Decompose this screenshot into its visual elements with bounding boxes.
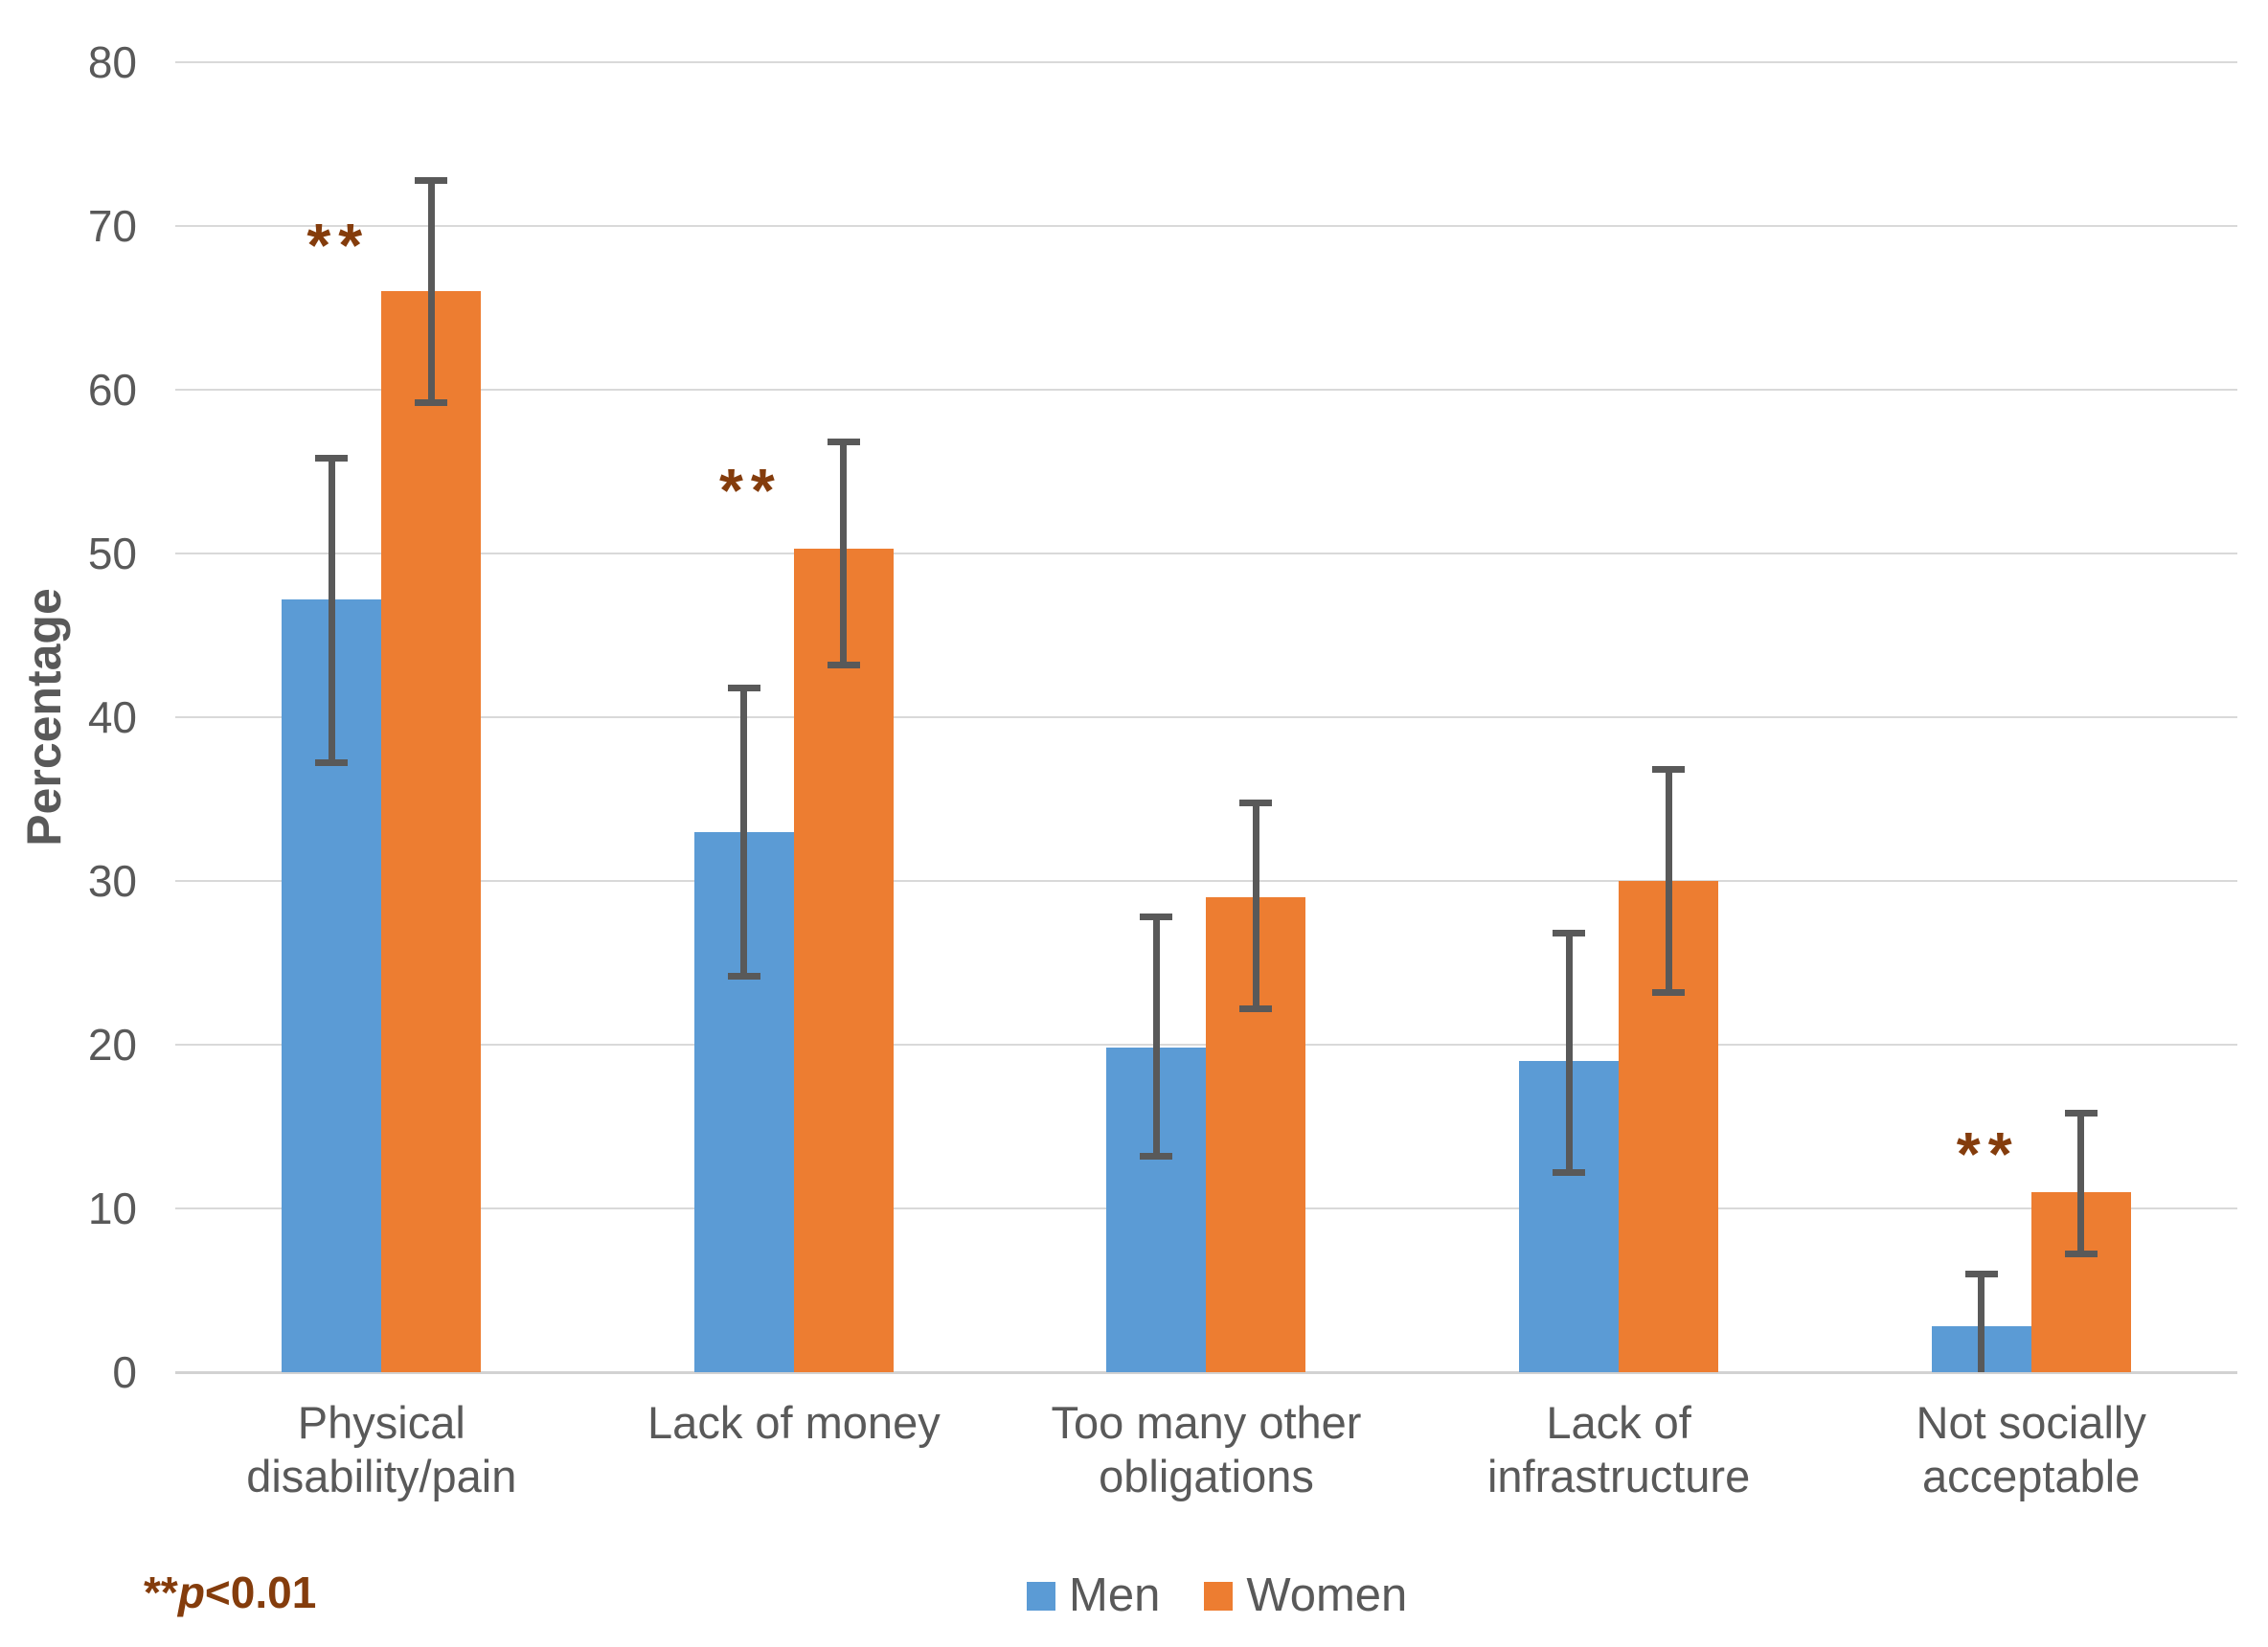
error-bar-line — [1978, 1270, 1985, 1372]
y-tick-label-60: 60 — [87, 365, 137, 415]
gridline-70 — [175, 225, 2237, 227]
category-label-line: Lack of money — [647, 1397, 941, 1448]
gridline-80 — [175, 61, 2237, 63]
y-tick-label-0: 0 — [112, 1347, 137, 1397]
error-bar-cap-top — [315, 455, 349, 463]
error-bar-line — [1665, 766, 1672, 996]
error-bar-women-2 — [827, 439, 860, 668]
error-bar-cap-top — [727, 684, 760, 691]
y-tick-label-80: 80 — [87, 37, 137, 87]
legend-label-women: Women — [1246, 1569, 1408, 1621]
significance-marker-2: ** — [718, 456, 782, 526]
legend-label-men: Men — [1069, 1569, 1161, 1621]
error-bar-women-1 — [415, 176, 448, 407]
error-bar-cap-top — [1140, 914, 1173, 921]
error-bar-men-5 — [1964, 1270, 1998, 1372]
error-bar-men-1 — [315, 455, 349, 767]
y-tick-label-70: 70 — [87, 201, 137, 251]
error-bar-line — [427, 176, 435, 407]
error-bar-cap-top — [1652, 766, 1686, 774]
error-bar-cap-bottom — [727, 972, 760, 980]
y-tick-label-50: 50 — [87, 529, 137, 578]
y-tick-label-30: 30 — [87, 856, 137, 906]
footnote-threshold: <0.01 — [204, 1568, 317, 1617]
significance-marker-5: ** — [1956, 1118, 2020, 1188]
legend-item-women: Women — [1204, 1572, 1407, 1619]
y-tick-label-40: 40 — [87, 692, 137, 742]
error-bar-cap-bottom — [2064, 1251, 2098, 1258]
error-bar-women-4 — [1652, 766, 1686, 996]
error-bar-cap-top — [827, 439, 860, 446]
category-label-line: infrastructure — [1486, 1451, 1751, 1502]
error-bar-line — [840, 439, 848, 668]
gridline-40 — [175, 716, 2237, 718]
error-bar-cap-bottom — [415, 399, 448, 407]
bar-women-1 — [381, 291, 482, 1372]
category-label-line: Not socially — [1916, 1397, 2146, 1448]
error-bar-line — [1565, 930, 1573, 1176]
error-bar-cap-top — [1239, 799, 1273, 806]
error-bar-line — [2077, 1110, 2085, 1258]
category-label-line: Physical — [297, 1397, 465, 1448]
y-tick-label-20: 20 — [87, 1020, 137, 1070]
category-label-line: obligations — [1099, 1451, 1314, 1502]
category-label-line: Too many other — [1051, 1397, 1362, 1448]
gridline-50 — [175, 553, 2237, 554]
category-label-5: Not socially acceptable — [1825, 1396, 2237, 1504]
gridline-60 — [175, 389, 2237, 391]
footnote-p-variable: p — [177, 1568, 205, 1617]
x-axis-category-labels: Physical disability/pain Lack of money Too … — [175, 1396, 2237, 1549]
error-bar-cap-top — [2064, 1110, 2098, 1117]
legend-item-men: Men — [1027, 1572, 1160, 1619]
category-label-2: Lack of money — [588, 1396, 1001, 1450]
significance-marker-1: ** — [306, 210, 371, 280]
error-bar-men-3 — [1140, 914, 1173, 1160]
y-tick-label-10: 10 — [87, 1184, 137, 1233]
category-label-3: Too many other obligations — [1000, 1396, 1413, 1504]
category-label-4: Lack of infrastructure — [1413, 1396, 1826, 1504]
category-label-line: Lack of — [1546, 1397, 1691, 1448]
bar-women-2 — [793, 548, 894, 1372]
error-bar-cap-bottom — [1140, 1152, 1173, 1160]
men-color-swatch — [1027, 1581, 1055, 1611]
error-bar-line — [740, 684, 748, 980]
error-bar-women-3 — [1239, 799, 1273, 1012]
error-bar-line — [328, 455, 335, 767]
gridline-30 — [175, 880, 2237, 882]
category-label-line: disability/pain — [246, 1451, 517, 1502]
error-bar-line — [1152, 914, 1160, 1160]
category-label-1: Physical disability/pain — [175, 1396, 588, 1504]
bar-group-2: ** — [588, 62, 1001, 1372]
error-bar-line — [1252, 799, 1259, 1012]
error-bar-cap-top — [1553, 930, 1586, 937]
error-bar-cap-top — [1964, 1270, 1998, 1277]
error-bar-cap-bottom — [1553, 1168, 1586, 1176]
bar-group-5: ** — [1825, 62, 2237, 1372]
error-bar-cap-bottom — [1652, 988, 1686, 996]
error-bar-cap-bottom — [315, 759, 349, 767]
bar-group-1: ** — [175, 62, 588, 1372]
women-color-swatch — [1204, 1581, 1234, 1611]
category-label-line: acceptable — [1922, 1451, 2141, 1502]
error-bar-men-4 — [1553, 930, 1586, 1176]
bar-group-4 — [1413, 62, 1826, 1372]
error-bar-cap-top — [415, 176, 448, 184]
bar-group-3 — [1000, 62, 1413, 1372]
footnote-stars: ** — [144, 1568, 178, 1617]
error-bar-cap-bottom — [827, 661, 860, 668]
error-bar-cap-bottom — [1239, 1004, 1273, 1012]
x-axis-line — [175, 1371, 2237, 1374]
significance-footnote: **p<0.01 — [144, 1568, 316, 1617]
error-bar-men-2 — [727, 684, 760, 980]
error-bar-women-5 — [2064, 1110, 2098, 1258]
chart-legend: Men Women — [1027, 1572, 1407, 1619]
plot-area: ** ** ** — [175, 61, 2237, 1374]
